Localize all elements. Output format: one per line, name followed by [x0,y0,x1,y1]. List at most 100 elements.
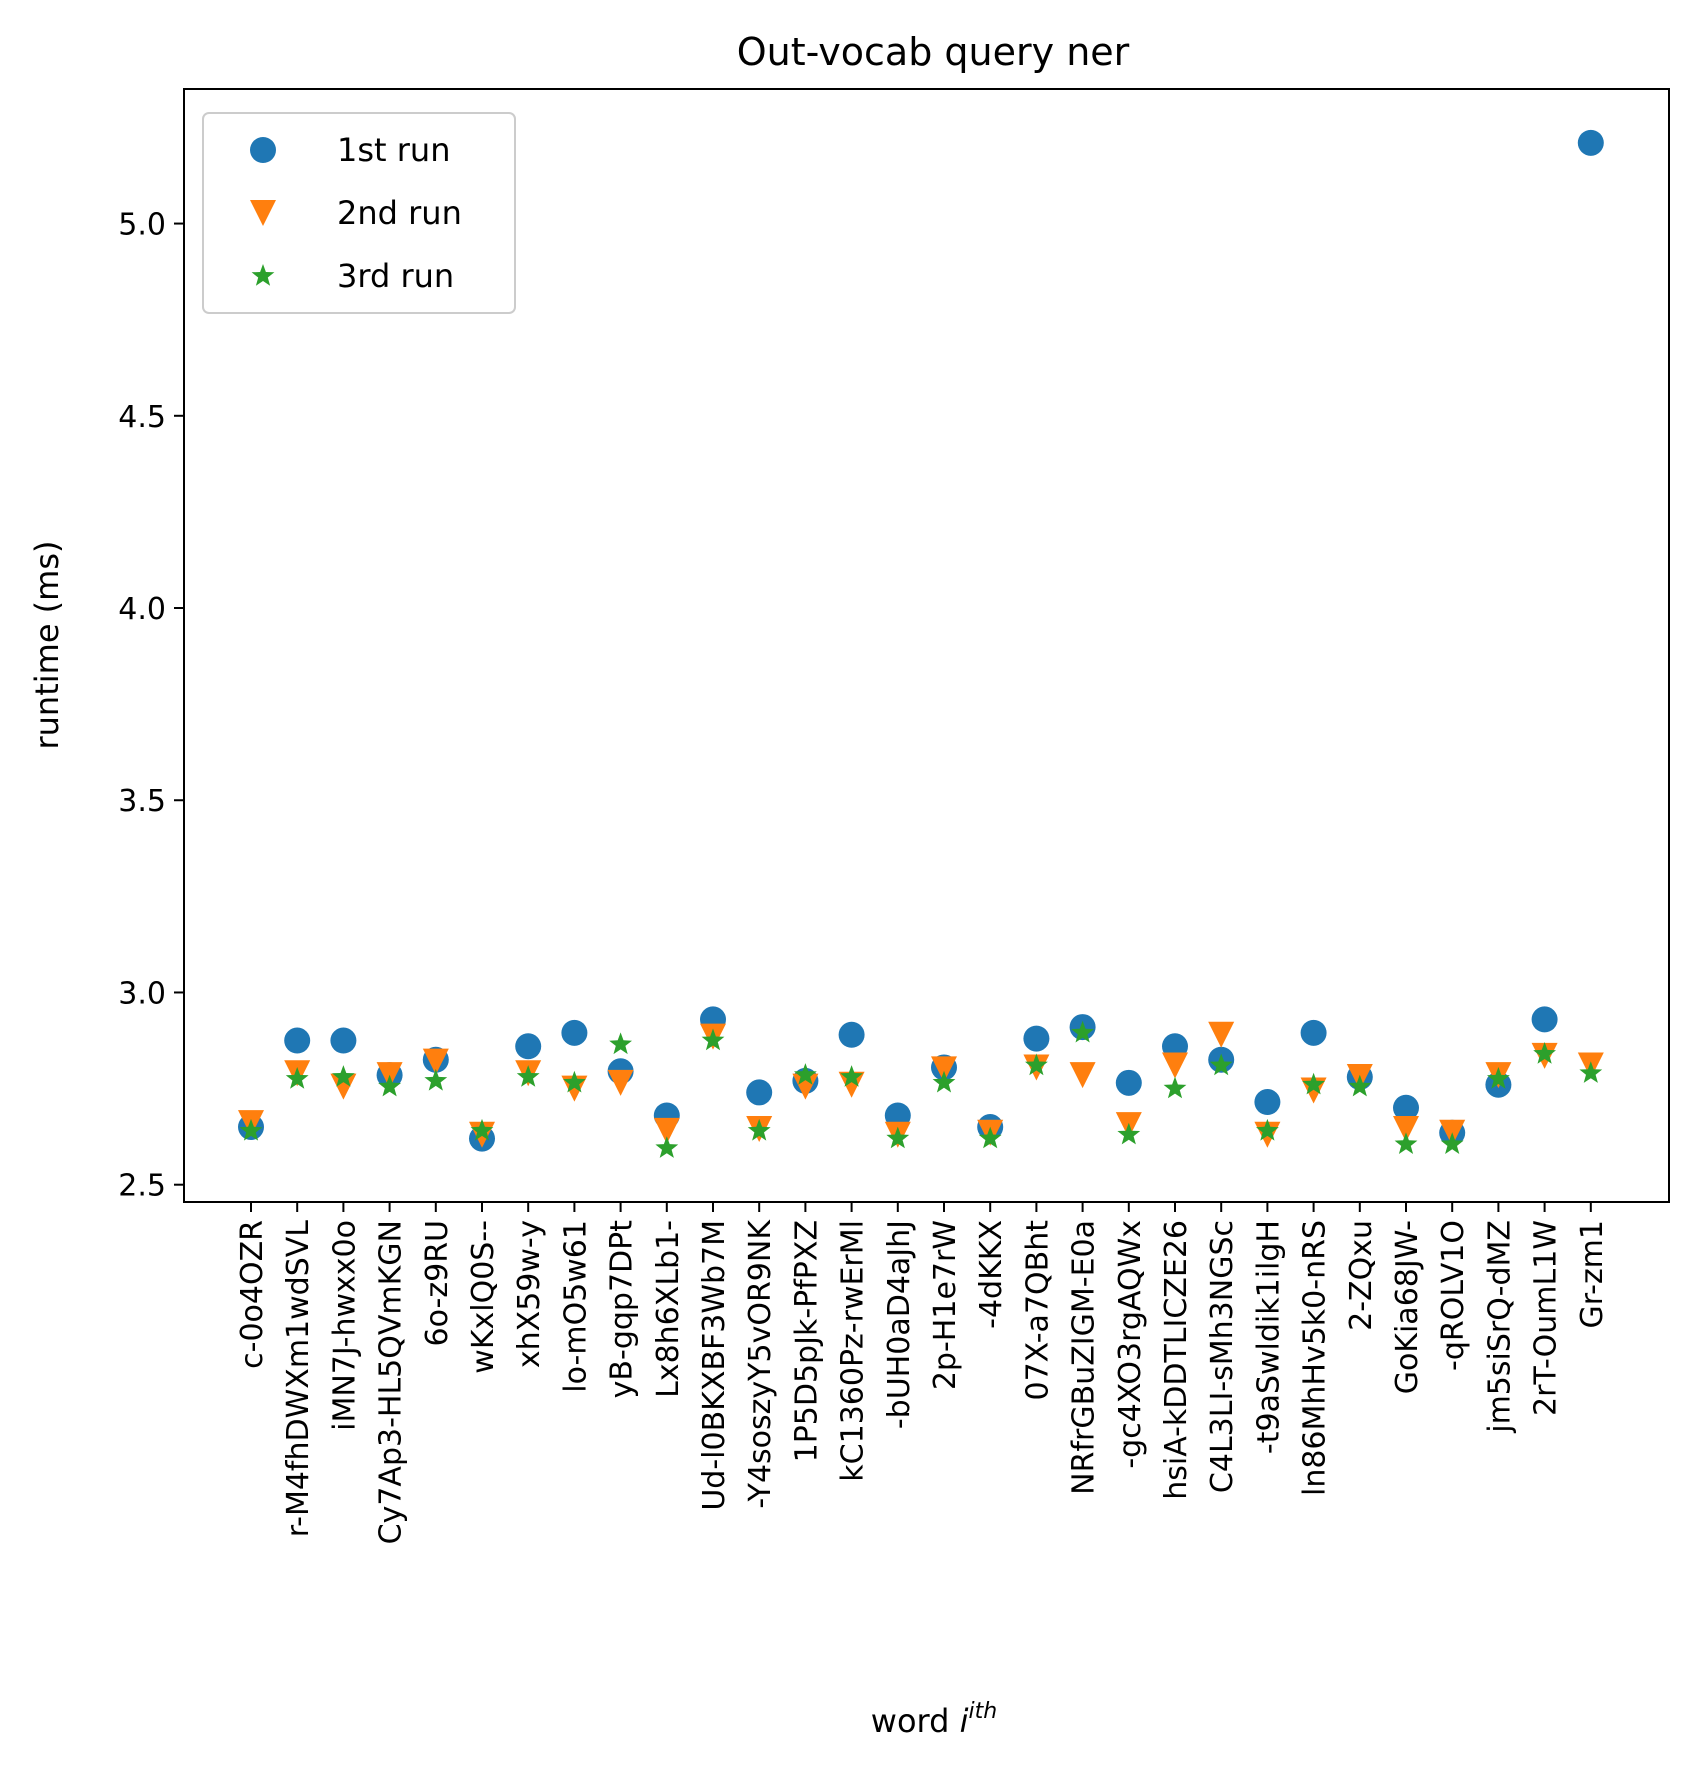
y-tick-label: 3.5 [118,784,166,819]
x-tick-label: ln86MhHv5k0-nRS [1298,1220,1333,1496]
data-point [1394,1132,1418,1154]
data-point [932,1070,956,1093]
data-point [653,1117,680,1144]
data-point [284,1027,311,1054]
data-point [1348,1074,1372,1097]
x-tick-label: -Y4soszyY5vOR9NK [743,1219,778,1509]
chart-title: Out-vocab query ner [737,30,1130,74]
data-point [470,1118,494,1141]
data-point [1393,1115,1419,1142]
x-tick-label: lo-mO5w61 [558,1220,593,1393]
data-point [422,1048,449,1075]
x-tick-label: 6o-z9RU [420,1220,455,1346]
legend-marker [250,137,276,163]
data-point [1300,1019,1327,1046]
x-tick-label: 07X-a7QBht [1020,1220,1055,1401]
data-point [1163,1076,1187,1099]
x-axis-label-superscript: ith [969,1699,998,1724]
data-point [330,1073,357,1100]
y-tick-label: 3.0 [118,976,166,1011]
data-point [1117,1122,1141,1145]
data-point [701,1028,725,1051]
y-tick-label: 2.5 [118,1169,166,1204]
data-point [792,1073,819,1100]
x-tick-label: Gr-zm1 [1575,1220,1610,1329]
x-axis-label-math: i [960,1702,969,1740]
data-point [1256,1118,1279,1141]
x-tick-label: -qROLV1O [1436,1220,1471,1371]
x-tick-label: C4L3LI-sMh3NGSc [1205,1220,1240,1493]
data-point [1487,1067,1510,1089]
y-tick-label: 4.0 [118,592,166,627]
x-tick-label: -bUH0aD4aJhJ [882,1220,917,1429]
data-point [1209,1053,1233,1076]
x-tick-label: 2rT-OumL1W [1529,1220,1564,1416]
data-point [1162,1052,1188,1079]
legend-label: 2nd run [337,194,462,232]
data-point [1025,1053,1048,1076]
plot-area [238,129,1604,1158]
legend-marker [250,200,276,226]
x-tick-label: kC1360Pz-rwErMl [836,1220,871,1482]
data-point [516,1065,540,1087]
data-point [840,1065,863,1087]
data-point [285,1067,309,1089]
x-tick-label: wKxlQ0S-- [466,1220,501,1374]
x-tick-label: xhX59w-y [512,1220,547,1368]
y-axis-label: runtime (ms) [28,541,66,750]
x-tick-label: NRfrGBuZIGM-E0a [1067,1220,1102,1495]
legend-label: 3rd run [337,257,454,295]
data-point [607,1069,634,1096]
x-tick-label: yB-gqp7DPt [605,1220,640,1399]
x-tick-label: 2-ZQxu [1344,1220,1379,1331]
x-tick-label: 2p-H1e7rW [928,1220,963,1390]
data-point [378,1074,401,1097]
x-tick-label: -t9aSwldik1ilgH [1251,1220,1286,1454]
data-point [978,1126,1002,1149]
data-point [1254,1089,1281,1116]
x-tick-label: iMN7J-hwxx0o [327,1220,362,1431]
legend-label: 1st run [337,131,450,169]
x-tick-label: Ud-l0BKXBF3Wb7M [697,1220,732,1511]
data-point [515,1033,542,1060]
data-point [561,1019,588,1046]
legend-marker [251,264,275,286]
x-tick-label: r-M4fhDWXm1wdSVL [281,1220,316,1538]
data-point [1023,1025,1050,1052]
x-tick-label: 1P5D5pJk-PfPXZ [789,1220,824,1462]
x-tick-label: Cy7Ap3-HL5QVmKGN [374,1220,409,1544]
x-tick-label: -4dKKX [974,1220,1009,1329]
x-tick-label: Lx8h6XLb1- [651,1220,686,1398]
data-point [1208,1021,1235,1048]
x-tick-label: hsiA-kDDTLICZE26 [1159,1220,1194,1500]
data-point [1440,1132,1464,1154]
y-tick-label: 5.0 [118,208,166,243]
data-point [1533,1042,1556,1064]
x-tick-label: c-0o4OZR [235,1220,270,1369]
data-point [747,1118,771,1141]
data-point [1577,129,1604,156]
x-axis: c-0o4OZR r-M4fhDWXm1wdSVL iMN7J-hwxx0o Cy7A… [235,1202,1610,1544]
data-point [1115,1069,1142,1096]
data-point [1393,1094,1419,1121]
legend-box [202,112,516,314]
data-point [1302,1072,1325,1095]
axes-frame [183,88,1670,1203]
data-point [239,1118,263,1141]
data-point [609,1032,632,1055]
x-axis-label-text: word [871,1702,950,1740]
data-point [563,1070,586,1093]
data-point [1531,1006,1558,1033]
y-axis: 2.5 3.0 3.5 4.0 4.5 5.0 [118,208,184,1204]
x-tick-label: -gc4XO3rgAQWx [1113,1220,1148,1469]
series-3 [239,1020,1603,1158]
data-point [332,1065,355,1087]
data-point [1069,1062,1096,1089]
data-point [838,1071,865,1098]
data-point [424,1068,448,1091]
x-axis-label: word iith [871,1699,997,1740]
x-tick-label: GoKia68JW- [1390,1220,1425,1394]
data-point [330,1027,357,1054]
legend: 1st run 2nd run 3rd run [202,112,516,314]
